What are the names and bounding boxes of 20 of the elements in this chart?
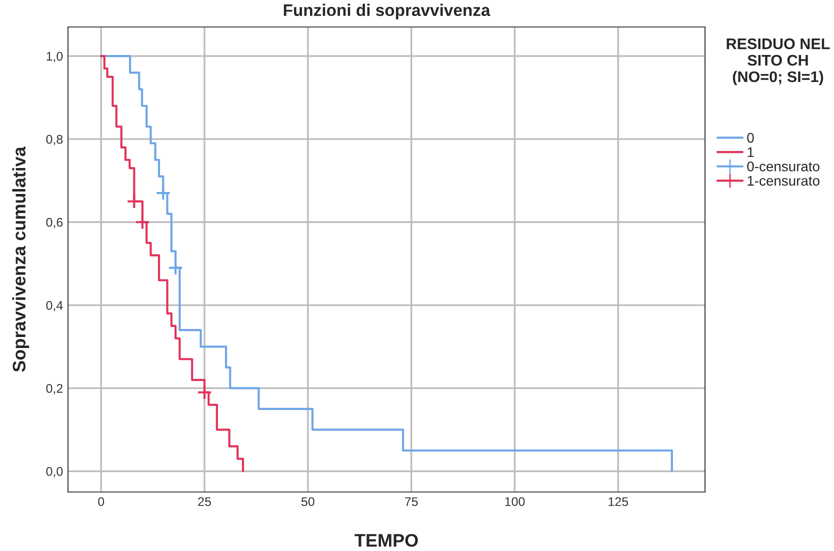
y-tick-label: 0,6 <box>46 218 63 228</box>
legend-title: RESIDUO NEL SITO CH (NO=0; SI=1) <box>726 38 830 86</box>
legend-label: 0-censurato <box>747 162 820 172</box>
y-tick-label: 0,0 <box>46 467 63 478</box>
legend-label: 1-censurato <box>748 176 820 186</box>
x-tick-label: 25 <box>198 497 211 506</box>
x-tick-label: 125 <box>608 497 628 506</box>
x-tick-label: 75 <box>405 497 418 506</box>
y-tick-label: 0,4 <box>46 300 63 312</box>
x-tick-label: 100 <box>505 497 525 506</box>
chart-title: Funzioni di sopravvivenza <box>284 4 490 20</box>
legend-label: 0 <box>747 132 754 143</box>
y-tick-label: 0,2 <box>46 384 63 394</box>
x-tick-label: 50 <box>301 497 314 506</box>
y-axis-title: Sopravvivenza cumulativa <box>12 146 30 372</box>
x-tick-label: 0 <box>98 497 104 506</box>
y-tick-label: 1,0 <box>46 52 63 62</box>
x-axis-title: TEMPO <box>354 534 418 547</box>
legend-label: 1 <box>748 147 754 157</box>
y-tick-label: 0,8 <box>46 134 63 146</box>
